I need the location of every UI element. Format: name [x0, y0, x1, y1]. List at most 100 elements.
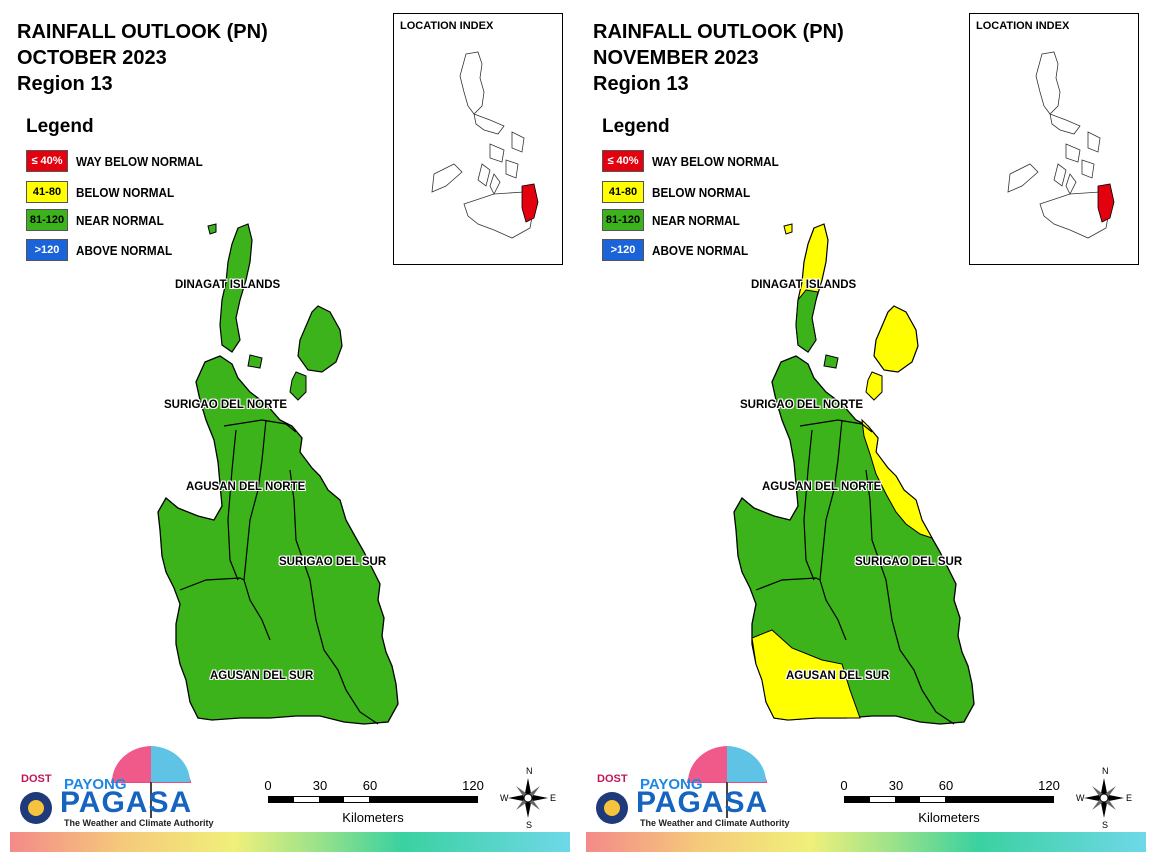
- scale-bar: 0 30 60 120 Kilometers: [264, 778, 483, 828]
- pagasa-logo: DOST PAYONG PAGASA The Weather and Clima…: [590, 738, 790, 833]
- footer-gradient-bar: [586, 832, 1146, 852]
- legend-label: BELOW NORMAL: [652, 184, 751, 200]
- scale-tick: 30: [312, 778, 328, 793]
- location-index-inset: LOCATION INDEX: [393, 13, 563, 265]
- legend-label: NEAR NORMAL: [76, 212, 164, 228]
- legend-label: ABOVE NORMAL: [652, 242, 749, 258]
- scale-tick: 0: [840, 778, 848, 793]
- scale-tick: 30: [888, 778, 904, 793]
- scale-tick: 120: [462, 778, 484, 793]
- legend-item-near-normal: 81-120 NEAR NORMAL: [26, 209, 174, 231]
- scale-tick: 60: [362, 778, 378, 793]
- map-month: NOVEMBER 2023: [593, 47, 759, 69]
- footer-gradient-bar: [10, 832, 570, 852]
- province-boundaries: [179, 419, 379, 725]
- location-index-title: LOCATION INDEX: [400, 20, 494, 32]
- label-agusan-del-norte: AGUSAN DEL NORTE: [186, 481, 306, 493]
- legend-label: ABOVE NORMAL: [76, 242, 173, 258]
- legend-label: WAY BELOW NORMAL: [652, 153, 779, 169]
- surigao-islet: [823, 354, 839, 369]
- logo-tagline: The Weather and Climate Authority: [64, 818, 214, 828]
- label-surigao-del-sur: SURIGAO DEL SUR: [279, 556, 387, 568]
- legend-swatch: ≤ 40%: [602, 150, 644, 172]
- legend-item-way-below-normal: ≤ 40% WAY BELOW NORMAL: [602, 150, 793, 172]
- location-index-inset: LOCATION INDEX: [969, 13, 1139, 265]
- philippines-outline: [431, 51, 539, 239]
- compass-e: E: [1126, 793, 1132, 803]
- legend-item-above-normal: >120 ABOVE NORMAL: [602, 239, 759, 261]
- compass-n: N: [526, 766, 533, 776]
- label-dinagat-islands: DINAGAT ISLANDS: [175, 279, 281, 291]
- legend-item-above-normal: >120 ABOVE NORMAL: [26, 239, 183, 261]
- region-13-map: [733, 223, 975, 725]
- legend-swatch: 81-120: [26, 209, 68, 231]
- location-index-title: LOCATION INDEX: [976, 20, 1070, 32]
- payong-logo-text: PAYONG: [64, 776, 127, 793]
- map-region: Region 13: [17, 73, 113, 95]
- dinagat-islet: [207, 223, 217, 235]
- scale-unit: Kilometers: [342, 810, 404, 825]
- legend-swatch: ≤ 40%: [26, 150, 68, 172]
- siargao-island: [297, 305, 343, 373]
- logo-tagline: The Weather and Climate Authority: [640, 818, 790, 828]
- legend-item-below-normal: 41-80 BELOW NORMAL: [602, 181, 761, 203]
- caraga-mainland: [157, 355, 399, 725]
- scale-bar: 0 30 60 120 Kilometers: [840, 778, 1059, 828]
- province-boundaries: [755, 419, 955, 725]
- dinagat-green-part: [795, 289, 819, 353]
- dinagat-islands-area: [219, 223, 253, 353]
- philippines-outline: [1007, 51, 1115, 239]
- bucas-grande-island: [289, 371, 307, 401]
- legend-title: Legend: [602, 116, 670, 137]
- legend-item-near-normal: 81-120 NEAR NORMAL: [602, 209, 750, 231]
- legend-label: BELOW NORMAL: [76, 184, 175, 200]
- scale-tick: 120: [1038, 778, 1060, 793]
- region-13-map: [157, 223, 399, 725]
- map-month: OCTOBER 2023: [17, 47, 167, 69]
- below-normal-east-coast: [861, 418, 934, 539]
- legend-label: WAY BELOW NORMAL: [76, 153, 203, 169]
- compass-n: N: [1102, 766, 1109, 776]
- north-arrow-icon: N S E W: [500, 766, 556, 830]
- label-agusan-del-norte: AGUSAN DEL NORTE: [762, 481, 882, 493]
- label-surigao-del-norte: SURIGAO DEL NORTE: [164, 399, 288, 411]
- compass-s: S: [1102, 820, 1108, 828]
- scale-bar-graphic: [844, 796, 1054, 803]
- label-agusan-del-sur: AGUSAN DEL SUR: [210, 670, 314, 682]
- scale-bar-graphic: [268, 796, 478, 803]
- dost-logo-text: DOST: [21, 773, 52, 785]
- compass-w: W: [500, 793, 509, 803]
- legend-item-way-below-normal: ≤ 40% WAY BELOW NORMAL: [26, 150, 217, 172]
- pagasa-logo: DOST PAYONG PAGASA The Weather and Clima…: [14, 738, 214, 833]
- region-13-highlight: [1097, 183, 1115, 223]
- label-surigao-del-sur: SURIGAO DEL SUR: [855, 556, 963, 568]
- map-panel-october: RAINFALL OUTLOOK (PN) OCTOBER 2023 Regio…: [10, 13, 570, 852]
- legend-title: Legend: [26, 116, 94, 137]
- payong-logo-text: PAYONG: [640, 776, 703, 793]
- legend-label: NEAR NORMAL: [652, 212, 740, 228]
- north-arrow-icon: N S E W: [1076, 766, 1132, 830]
- compass-e: E: [550, 793, 556, 803]
- scale-tick: 0: [264, 778, 272, 793]
- siargao-island: [873, 305, 919, 373]
- below-normal-southwest: [751, 629, 861, 721]
- label-surigao-del-norte: SURIGAO DEL NORTE: [740, 399, 864, 411]
- region-13-highlight: [521, 183, 539, 223]
- label-dinagat-islands: DINAGAT ISLANDS: [751, 279, 857, 291]
- label-agusan-del-sur: AGUSAN DEL SUR: [786, 670, 890, 682]
- compass-w: W: [1076, 793, 1085, 803]
- legend-swatch: >120: [602, 239, 644, 261]
- surigao-islet: [247, 354, 263, 369]
- legend-swatch: >120: [26, 239, 68, 261]
- legend-swatch: 41-80: [26, 181, 68, 203]
- compass-s: S: [526, 820, 532, 828]
- map-title: RAINFALL OUTLOOK (PN): [593, 21, 844, 43]
- map-title: RAINFALL OUTLOOK (PN): [17, 21, 268, 43]
- map-region: Region 13: [593, 73, 689, 95]
- pagasa-logo-text: PAGASA: [60, 786, 193, 819]
- scale-tick: 60: [938, 778, 954, 793]
- dost-logo-text: DOST: [597, 773, 628, 785]
- dinagat-islet: [783, 223, 793, 235]
- legend-item-below-normal: 41-80 BELOW NORMAL: [26, 181, 185, 203]
- pagasa-logo-text: PAGASA: [636, 786, 769, 819]
